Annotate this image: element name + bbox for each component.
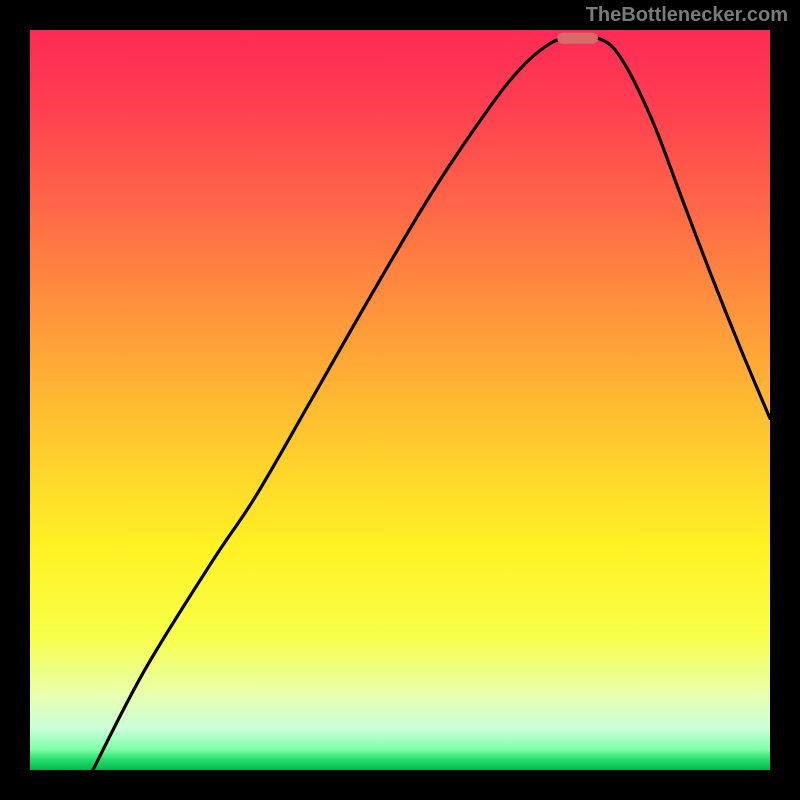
optimal-marker (557, 33, 598, 44)
bottleneck-chart (0, 0, 800, 800)
watermark-text: TheBottlenecker.com (586, 4, 788, 27)
chart-container: TheBottlenecker.com (0, 0, 800, 800)
